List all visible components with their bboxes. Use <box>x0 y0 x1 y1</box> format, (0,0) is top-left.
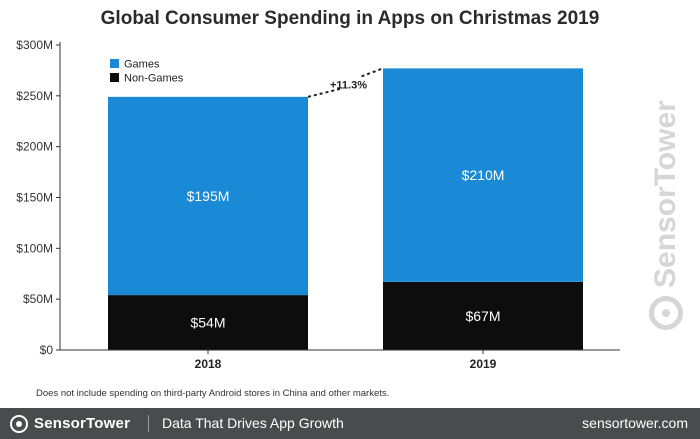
legend-label: Games <box>124 59 160 71</box>
footnote: Does not include spending on third-party… <box>36 388 390 399</box>
games-bar-2019 <box>383 68 583 282</box>
x-axis: 2018 2019 <box>60 349 620 371</box>
y-tick-label: $50M <box>23 292 53 306</box>
y-tick-label: $150M <box>16 191 53 205</box>
watermark-logo-icon <box>649 296 683 330</box>
footer-tagline: Data That Drives App Growth <box>162 415 344 431</box>
bar-value-label: $210M <box>462 167 505 183</box>
y-axis: $0 $50M $100M $150M $200M $250M $300M <box>16 38 61 357</box>
bar-value-label: $54M <box>190 315 225 331</box>
non-games-bar-2019 <box>383 281 583 350</box>
legend: Games Non-Games <box>110 59 184 85</box>
non-games-bar-2018 <box>108 295 308 350</box>
games-bar-2018 <box>108 96 308 296</box>
sensortower-logo-icon <box>10 414 28 433</box>
legend-label: Non-Games <box>124 73 184 85</box>
chart-title: Global Consumer Spending in Apps on Chri… <box>100 8 600 29</box>
x-tick-label: 2019 <box>470 357 497 371</box>
growth-dashed-line <box>307 67 384 98</box>
y-tick-label: $0 <box>40 343 54 357</box>
y-tick-label: $200M <box>16 140 53 154</box>
bars: $54M $195M $67M $210M <box>108 68 583 350</box>
bar-value-label: $67M <box>465 308 500 324</box>
growth-label: +11.3% <box>330 80 367 92</box>
y-tick-label: $100M <box>16 241 53 255</box>
x-tick-label: 2018 <box>195 357 222 371</box>
legend-swatch-non-games <box>110 73 119 82</box>
bar-value-label: $195M <box>187 188 230 204</box>
footer-brand-name: SensorTower <box>34 415 131 432</box>
legend-swatch-games <box>110 59 119 68</box>
footer-brand: SensorTower <box>10 408 130 439</box>
footer-bar: SensorTower Data That Drives App Growth … <box>0 408 700 439</box>
footer-url-link[interactable]: sensortower.com <box>582 415 688 431</box>
y-tick-label: $250M <box>16 89 53 103</box>
watermark-text: SensorTower <box>649 100 682 288</box>
footer-divider <box>148 415 149 432</box>
y-tick-label: $300M <box>16 38 53 52</box>
stacked-bar-chart: $0 $50M $100M $150M $200M $250M $300M $54M $195… <box>16 38 620 371</box>
growth-annotation: +11.3% <box>307 67 384 98</box>
